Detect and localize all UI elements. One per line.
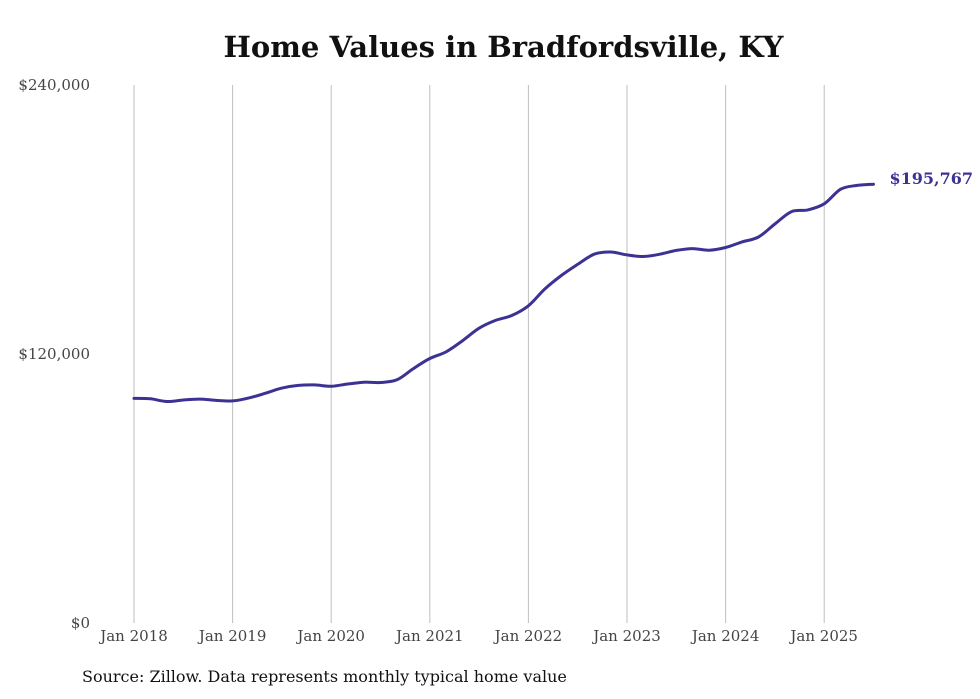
y-axis-tick-labels: $0 $120,000 $240,000 bbox=[18, 76, 90, 632]
chart-title: Home Values in Bradfordsville, KY bbox=[223, 30, 784, 64]
series-layer bbox=[132, 182, 875, 404]
y-tick-label: $0 bbox=[71, 614, 90, 632]
x-tick-label: Jan 2019 bbox=[197, 627, 267, 645]
series-line-home-value bbox=[132, 182, 875, 404]
gridlines bbox=[133, 85, 825, 623]
x-tick-label: Jan 2021 bbox=[394, 627, 464, 645]
x-tick-label: Jan 2018 bbox=[98, 627, 168, 645]
x-axis-tick-labels: Jan 2018 Jan 2019 Jan 2020 Jan 2021 Jan 2022… bbox=[98, 627, 858, 645]
y-tick-label: $240,000 bbox=[18, 76, 90, 94]
source-note: Source: Zillow. Data represents monthly … bbox=[82, 667, 567, 686]
x-tick-label: Jan 2022 bbox=[493, 627, 563, 645]
end-value-label: $195,767 bbox=[890, 169, 974, 188]
annotation-layer: $195,767 bbox=[890, 169, 974, 188]
x-tick-label: Jan 2023 bbox=[591, 627, 661, 645]
y-tick-label: $120,000 bbox=[18, 345, 90, 363]
x-tick-label: Jan 2020 bbox=[295, 627, 365, 645]
x-tick-label: Jan 2025 bbox=[788, 627, 858, 645]
x-tick-label: Jan 2024 bbox=[690, 627, 760, 645]
